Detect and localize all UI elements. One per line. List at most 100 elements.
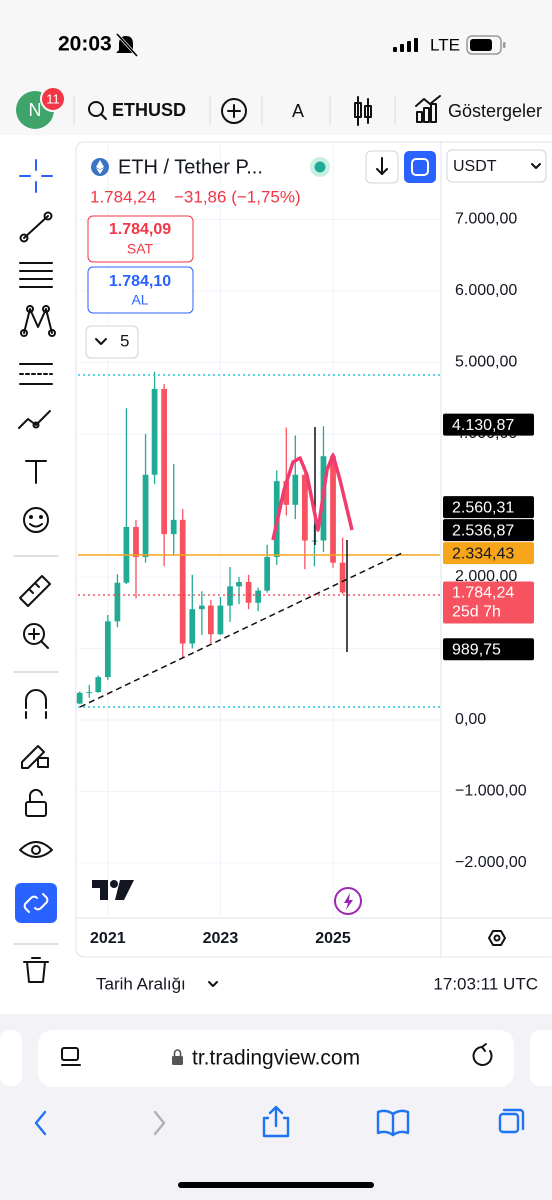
status-time: 20:03	[58, 33, 112, 56]
date-range-button[interactable]: Tarih Aralığı	[96, 974, 186, 993]
emoji-tool[interactable]	[23, 507, 49, 533]
buy-price: 1.784,10	[109, 273, 171, 290]
sell-button[interactable]	[87, 215, 194, 263]
forecast-tool[interactable]	[19, 363, 53, 385]
candle-body	[142, 474, 149, 557]
pattern-tool[interactable]	[20, 305, 56, 337]
fullscreen-button[interactable]	[404, 151, 436, 183]
candles-icon[interactable]	[354, 96, 372, 126]
ruler-tool[interactable]	[19, 575, 51, 607]
lock-tool[interactable]	[25, 788, 47, 817]
magnet-tool[interactable]	[25, 689, 47, 719]
price-label-box	[443, 542, 534, 565]
x-tick-label: 2023	[203, 930, 239, 947]
candle-body	[161, 388, 168, 535]
mute-icon	[115, 32, 139, 58]
candle-body	[179, 519, 186, 644]
y-tick-label: 6.000,00	[455, 282, 517, 299]
trendline-tool[interactable]	[19, 211, 53, 243]
address-bar[interactable]	[38, 1030, 514, 1087]
next-tab	[530, 1030, 552, 1086]
candle-body	[255, 590, 262, 603]
avatar-initial: N	[29, 100, 42, 120]
visibility-tool[interactable]	[19, 841, 53, 858]
url[interactable]: tr.tradingview.com	[192, 1047, 360, 1070]
lightning-icon	[344, 893, 353, 910]
candle-body	[151, 388, 158, 475]
candle-body	[283, 481, 290, 505]
add-symbol-icon[interactable]	[221, 98, 247, 124]
forward-button[interactable]	[153, 1110, 166, 1136]
candle-body	[236, 582, 242, 587]
candle-body	[76, 692, 83, 704]
symbol-name[interactable]: ETH / Tether P...	[118, 156, 263, 178]
network-label: LTE	[430, 35, 460, 54]
price-label-box	[443, 581, 534, 624]
x-tick-label: 2021	[90, 930, 126, 947]
candle-body	[227, 586, 233, 606]
y-tick-label: −1.000,00	[455, 783, 527, 800]
interval-button[interactable]	[85, 325, 139, 359]
buy-label: AL	[131, 292, 148, 308]
candle-body	[104, 621, 111, 678]
sell-label: SAT	[127, 241, 154, 257]
brush-tool[interactable]	[18, 410, 51, 429]
candle-body	[198, 605, 205, 610]
axes: 7.000,006.000,005.000,004.000,002.000,00…	[90, 211, 534, 947]
candle-body	[245, 582, 252, 603]
y-tick-label: 5.000,00	[455, 354, 517, 371]
tool-icons	[13, 159, 59, 983]
text-tool[interactable]	[25, 460, 47, 484]
indicators-icon[interactable]	[415, 95, 441, 123]
utc-clock: 17:03:11 UTC	[433, 974, 538, 993]
candle-body	[264, 556, 271, 591]
zoom-tool[interactable]	[23, 623, 49, 649]
candle-body	[217, 605, 224, 635]
download-icon	[376, 157, 388, 175]
indicators-button[interactable]: Göstergeler	[448, 101, 542, 121]
price-label-box	[443, 413, 534, 436]
last-price: 1.784,24	[90, 187, 156, 206]
price-label-box	[443, 519, 534, 542]
lock-drawing-tool[interactable]	[21, 745, 49, 769]
link-tool[interactable]	[23, 893, 49, 913]
drawings	[78, 374, 440, 708]
share-button[interactable]	[262, 1105, 290, 1138]
notification-badge	[40, 86, 66, 112]
price-label: 2.334,43	[452, 545, 514, 562]
prev-tab	[0, 1030, 22, 1086]
home-indicator	[178, 1182, 374, 1188]
tabs-button[interactable]	[498, 1108, 525, 1134]
reload-icon[interactable]	[472, 1043, 493, 1066]
y-tick-label: 2.000,00	[455, 568, 517, 585]
top-background	[0, 0, 552, 135]
buy-button[interactable]	[87, 266, 194, 314]
back-button[interactable]	[34, 1110, 47, 1136]
price-label: 4.130,87	[452, 417, 514, 434]
search-icon[interactable]	[88, 101, 107, 120]
signal-icon	[393, 38, 418, 52]
symbol-button[interactable]: ETHUSD	[112, 100, 186, 120]
settings-icon[interactable]	[488, 930, 506, 946]
candle-body	[114, 582, 121, 622]
x-tick-label: 2025	[315, 930, 351, 947]
settings-icon-center	[493, 934, 501, 942]
symbol-logo-mark	[96, 160, 104, 174]
fib-tool[interactable]	[19, 262, 53, 288]
countdown-label: 25d 7h	[452, 604, 501, 621]
link-tool-active[interactable]	[15, 883, 57, 923]
delete-tool[interactable]	[23, 957, 49, 983]
candle-body	[330, 456, 336, 563]
market-status-dot	[314, 161, 326, 173]
crosshair-tool[interactable]	[19, 159, 53, 193]
fullscreen-icon	[411, 158, 429, 176]
tradingview-logo	[92, 880, 134, 900]
price-label-box	[443, 496, 534, 519]
currency-button[interactable]	[446, 149, 547, 183]
price-label: 1.784,24	[452, 585, 514, 602]
bookmarks-button[interactable]	[376, 1109, 410, 1137]
reader-icon[interactable]	[61, 1047, 81, 1066]
interval-value: 5	[120, 331, 129, 350]
font-button[interactable]: A	[292, 101, 304, 121]
